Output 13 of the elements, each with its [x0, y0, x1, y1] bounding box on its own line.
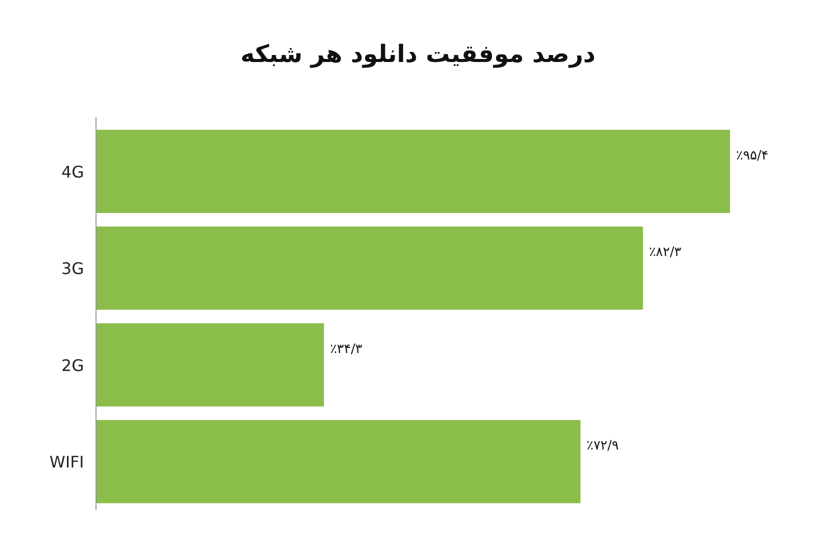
data-label: ٪۹۵/۴ — [736, 148, 768, 164]
y-tick-label: 4G — [61, 162, 84, 182]
y-tick-label: 3G — [61, 259, 84, 278]
chart-title: درصد موفقیت دانلود هر شبکه — [240, 40, 596, 68]
bar — [96, 323, 324, 406]
y-tick-label: 2G — [61, 356, 84, 375]
data-label: ٪۸۲/۳ — [648, 245, 682, 260]
bar — [96, 226, 643, 310]
data-label: ٪۷۲/۹ — [586, 438, 619, 454]
bar — [96, 130, 730, 213]
data-label: ٪۳۴/۳ — [330, 342, 362, 357]
y-tick-label: WIFI — [50, 452, 84, 472]
bar — [96, 420, 580, 504]
